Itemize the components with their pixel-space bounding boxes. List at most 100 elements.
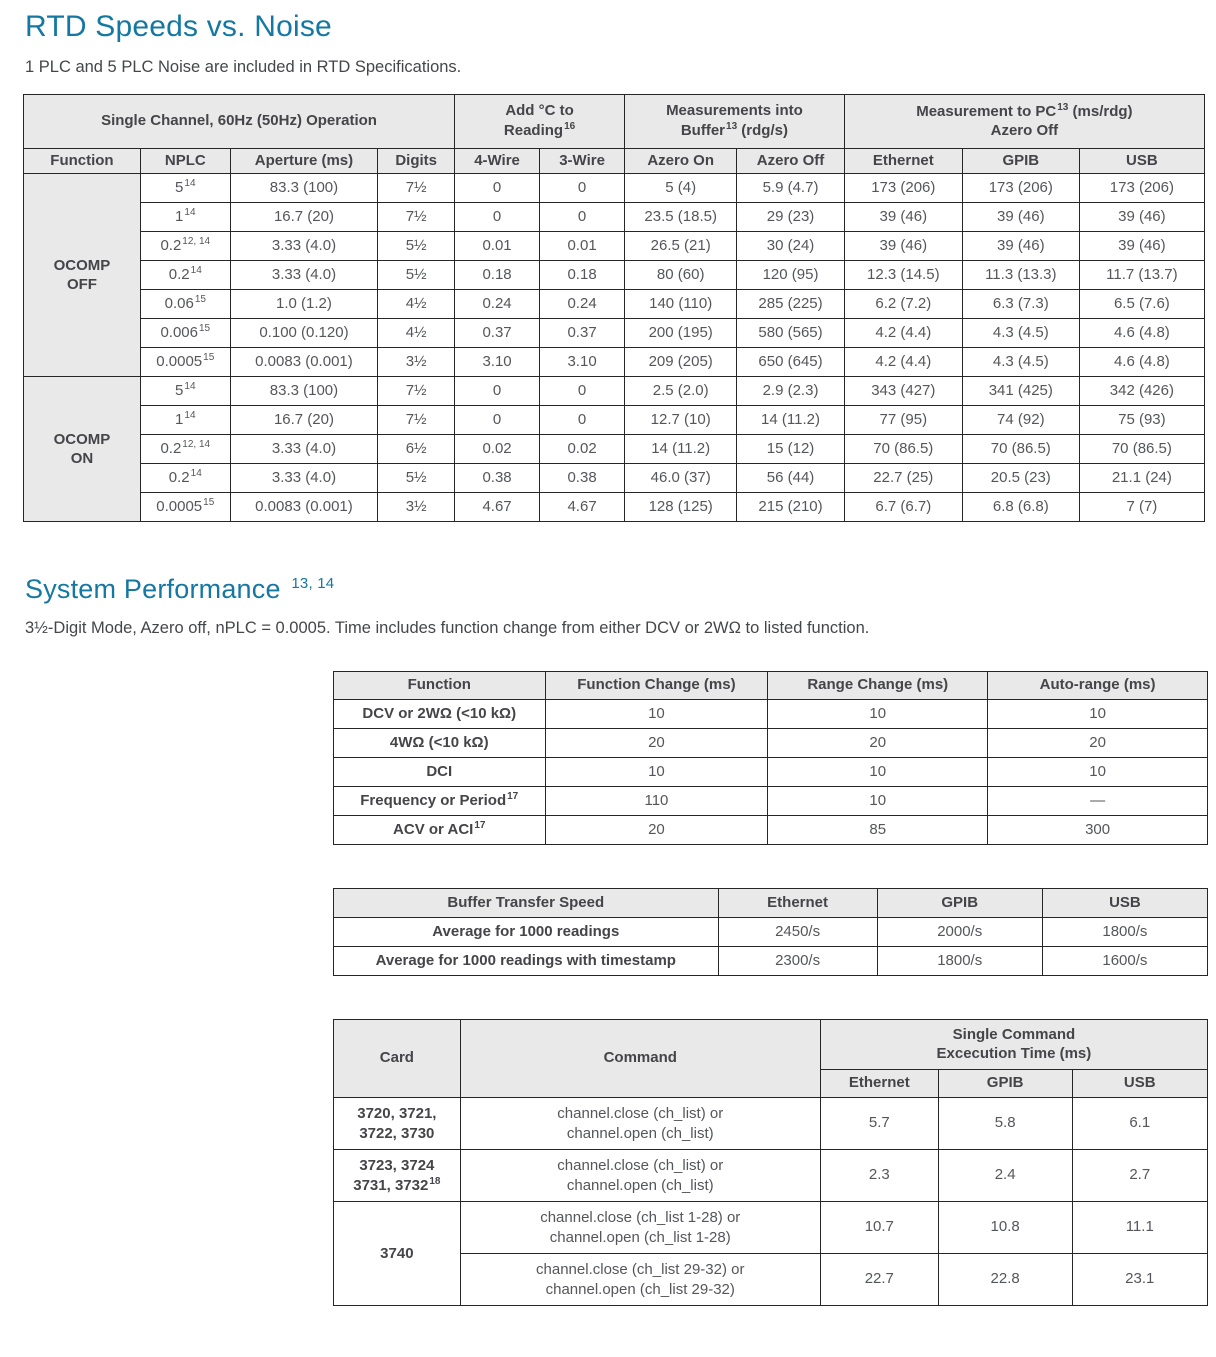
table-cell: 5½ (377, 463, 456, 493)
page-subtitle: 1 PLC and 5 PLC Noise are included in RT… (25, 58, 462, 76)
table-row: 3740 channel.close (ch_list 1-28) or chann… (333, 1201, 1208, 1306)
table-cell: 1.0 (1.2) (229, 289, 379, 319)
footnote-ref: 14 (184, 207, 196, 219)
table-cell: 209 (205) (624, 347, 738, 377)
table-cell: 75 (93) (1078, 405, 1206, 435)
table-cell: 16.7 (20) (229, 405, 379, 435)
table-row: 114 16.7 (20) 7½ 0 0 23.5 (18.5) 29 (23) 39 (46… (24, 202, 1206, 232)
table-cell: 7½ (377, 376, 456, 406)
table-row: ACV or ACI17 20 85 300 (333, 815, 1208, 845)
header-line: Buffer (680, 122, 726, 139)
table-cell: 21.1 (24) (1078, 463, 1206, 493)
header-line: (rdg/s) (737, 122, 788, 139)
table-cell: 0 (539, 405, 626, 435)
table-cell: 2.7 (1071, 1149, 1208, 1202)
column-header-usb: USB (1078, 148, 1206, 174)
table-cell: 0.24 (539, 289, 626, 319)
column-header-gpib: GPIB (937, 1069, 1073, 1098)
table-cell: 0.02 (539, 434, 626, 464)
table-row: 0.000515 0.0083 (0.001) 3½ 3.10 3.10 209 (205… (24, 347, 1206, 377)
table-cell: 23.5 (18.5) (624, 202, 738, 232)
table-cell: 10 (987, 757, 1208, 787)
column-header-4wire: 4-Wire (454, 148, 541, 174)
card-label: 3740 (333, 1201, 461, 1306)
rtd-speeds-table: Single Channel, 60Hz (50Hz) Operation Ad… (22, 94, 1206, 522)
table-cell: 0.212, 14 (139, 231, 231, 261)
table-row: 0.214 3.33 (4.0) 5½ 0.38 0.38 46.0 (37) 56 (44… (24, 463, 1206, 493)
table-cell: 10 (767, 757, 989, 787)
table-cell: 85 (767, 815, 989, 845)
card-command-table: Card Command Single Command Excecution T… (333, 1019, 1209, 1306)
section-title-text: System Performance (25, 574, 281, 604)
table-cell: 2000/s (876, 917, 1043, 947)
table-cell: 0.01 (454, 231, 541, 261)
table-cell: 300 (987, 815, 1208, 845)
buffer-transfer-speed-table: Buffer Transfer Speed Ethernet GPIB USB … (333, 888, 1209, 976)
table-cell: 10.7 (819, 1201, 939, 1254)
table-cell: DCI (333, 757, 546, 787)
page-title: RTD Speeds vs. Noise (25, 10, 332, 43)
table-cell: Average for 1000 readings with timestamp (333, 946, 719, 976)
table-cell: 173 (206) (961, 173, 1080, 203)
buffer-table-body: Average for 1000 readings 2450/s 2000/s 180… (333, 917, 1209, 976)
table-cell: 83.3 (100) (229, 173, 379, 203)
group-header-execution-time: Single Command Excecution Time (ms) (819, 1019, 1209, 1070)
table-cell: 14 (11.2) (736, 405, 845, 435)
table-cell: 30 (24) (736, 231, 845, 261)
table-column-header-row: Buffer Transfer Speed Ethernet GPIB USB (333, 888, 1209, 918)
table-row: 0.00615 0.100 (0.120) 4½ 0.37 0.37 200 (195) 5… (24, 318, 1206, 348)
table-cell: 10 (767, 699, 989, 729)
table-cell: Average for 1000 readings (333, 917, 719, 947)
table-cell: 3½ (377, 347, 456, 377)
column-header-ethernet: Ethernet (717, 888, 878, 918)
table-cell: 1600/s (1041, 946, 1209, 976)
table-cell: 173 (206) (843, 173, 963, 203)
table-row: channel.close (ch_list 29-32) or channel.… (334, 1253, 1208, 1306)
group-header-pc: Measurement to PC13 (ms/rdg) Azero Off (843, 94, 1206, 149)
footnote-ref: 15 (194, 294, 206, 306)
rtd-table-body: OCOMP OFF 514 83.3 (100) 7½ 0 0 5 (4) 5.9 (4.7) 1… (23, 173, 1206, 522)
sys-table-body: DCV or 2WΩ (<10 kΩ) 10 10 10 4WΩ (<10 kΩ) 20 2… (333, 699, 1208, 845)
table-cell: 2450/s (717, 917, 878, 947)
table-cell: 3.33 (4.0) (229, 463, 379, 493)
table-row: 3720, 3721, 3722, 3730 channel.close (ch_l… (333, 1097, 1208, 1150)
table-cell: 128 (125) (624, 492, 738, 522)
table-cell: 140 (110) (624, 289, 738, 319)
table-cell: 0.214 (139, 260, 231, 290)
table-cell: 39 (46) (843, 202, 963, 232)
table-cell: 4.3 (4.5) (961, 347, 1080, 377)
table-cell: 70 (86.5) (1078, 434, 1206, 464)
table-cell: 0.02 (454, 434, 541, 464)
table-cell: 4.6 (4.8) (1078, 347, 1206, 377)
table-row: 0.212, 14 3.33 (4.0) 6½ 0.02 0.02 14 (11.2) 15… (24, 434, 1206, 464)
table-cell: 20.5 (23) (961, 463, 1080, 493)
table-row: Average for 1000 readings 2450/s 2000/s 180… (333, 917, 1209, 947)
footnote-ref: 16 (564, 121, 576, 132)
column-header-azero-off: Azero Off (736, 148, 845, 174)
header-line: Azero Off (990, 122, 1059, 139)
table-cell: 11.7 (13.7) (1078, 260, 1206, 290)
table-cell: 39 (46) (961, 202, 1080, 232)
table-group-header-row: Card Command Single Command Excecution T… (333, 1019, 1209, 1098)
column-header-command: Command (459, 1019, 821, 1098)
table-cell: 39 (46) (1078, 202, 1206, 232)
table-cell: 6.5 (7.6) (1078, 289, 1206, 319)
table-cell: 4.67 (539, 492, 626, 522)
header-line: Measurement to PC (916, 103, 1057, 121)
table-row: OCOMP OFF 514 83.3 (100) 7½ 0 0 5 (4) 5.9 (4.7) 1… (23, 173, 1206, 377)
table-cell: 0 (539, 202, 626, 232)
table-cell: 12.3 (14.5) (843, 260, 963, 290)
table-cell: 4WΩ (<10 kΩ) (333, 728, 546, 758)
table-cell: 4.2 (4.4) (843, 347, 963, 377)
group-header-buffer: Measurements into Buffer13 (rdg/s) (624, 94, 845, 149)
header-line: Single Command (952, 1025, 1076, 1043)
group-header-single-channel: Single Channel, 60Hz (50Hz) Operation (22, 94, 456, 149)
table-cell: 20 (544, 815, 769, 845)
table-cell: 16.7 (20) (229, 202, 379, 232)
column-header-card: Card (333, 1019, 461, 1098)
table-cell: 650 (645) (736, 347, 845, 377)
column-header-usb: USB (1071, 1069, 1208, 1098)
table-cell: 6.8 (6.8) (961, 492, 1080, 522)
table-cell: 3.33 (4.0) (229, 260, 379, 290)
table-row: Frequency or Period17 110 10— (333, 786, 1208, 816)
